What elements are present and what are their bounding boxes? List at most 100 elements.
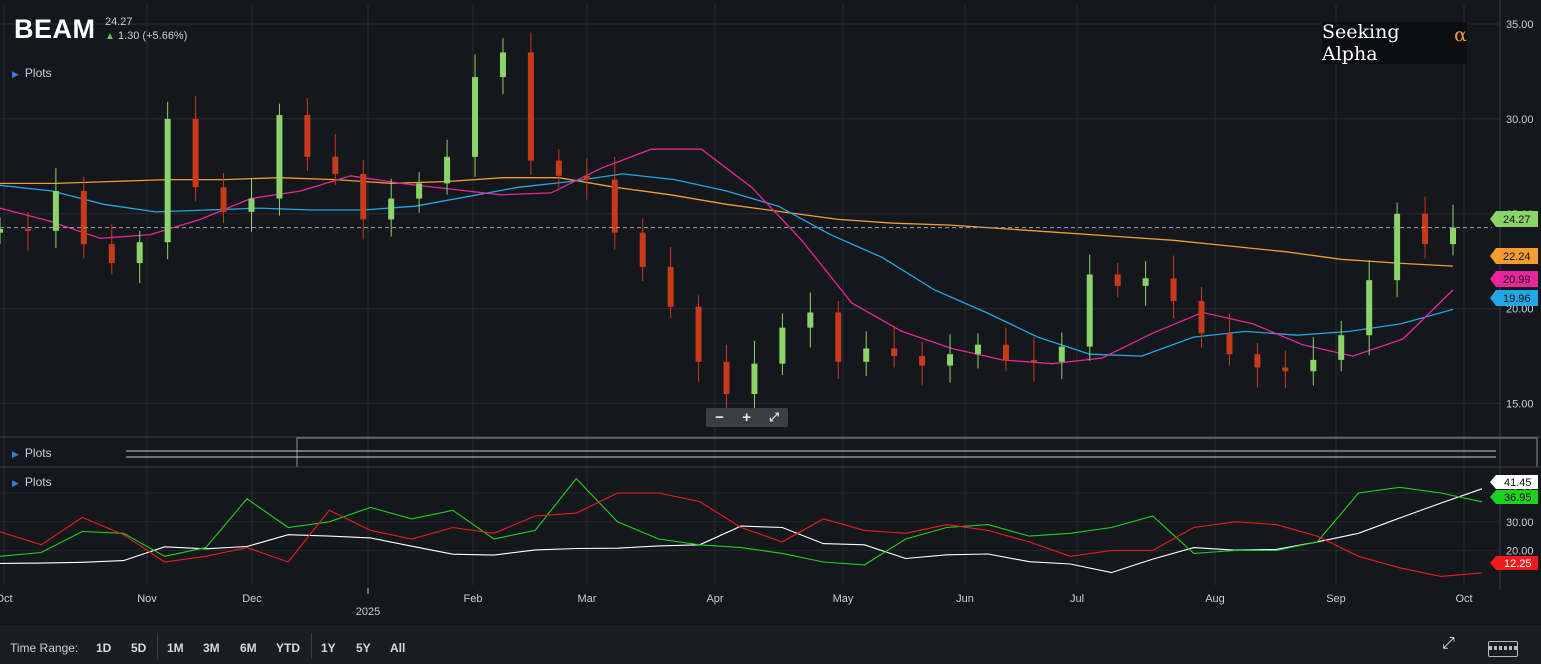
- candle-body: [276, 115, 283, 199]
- zoom-out-button[interactable]: −: [715, 409, 724, 426]
- up-arrow-icon: ▲: [105, 31, 115, 42]
- candle-body: [863, 348, 870, 362]
- candle-body: [1226, 333, 1233, 355]
- candle-body: [1394, 213, 1401, 281]
- y-tick-label: 30.00: [1506, 517, 1534, 529]
- candle-body: [444, 156, 451, 184]
- y-tick-label: 30.00: [1506, 114, 1534, 126]
- x-tick-label: Feb: [464, 593, 483, 605]
- moving-average-line: [0, 148, 1454, 365]
- moving-average-line: [0, 177, 1454, 267]
- price-marker-label: 20.99: [1503, 274, 1531, 286]
- candle-body: [1254, 354, 1261, 368]
- candle-body: [779, 327, 786, 364]
- candle-body: [1310, 359, 1317, 372]
- indicator-panel-frame: [296, 437, 1538, 468]
- last-price: 24.27: [105, 16, 133, 28]
- candle-body: [52, 190, 59, 231]
- candle-body: [695, 306, 702, 362]
- price-change: ▲ 1.30 (+5.66%): [105, 30, 187, 42]
- candle-body: [304, 115, 311, 157]
- keyboard-icon[interactable]: [1488, 641, 1518, 657]
- range-button-ytd[interactable]: YTD: [276, 641, 300, 655]
- triangle-right-icon: ▶: [12, 478, 19, 488]
- candle-body: [919, 356, 926, 366]
- x-tick-label: Oct: [1455, 593, 1472, 605]
- divider: [157, 633, 158, 659]
- oscillator-line: [0, 488, 1483, 574]
- moving-average-line: [0, 173, 1454, 357]
- price-marker-label: 19.96: [1503, 293, 1531, 305]
- divider: [311, 633, 312, 659]
- y-tick-label: 15.00: [1506, 399, 1534, 411]
- price-marker: [1490, 211, 1538, 227]
- candle-body: [499, 52, 506, 78]
- oscillator-line: [0, 477, 1483, 566]
- candle-body: [164, 118, 171, 243]
- plots-toggle-middle[interactable]: ▶ Plots: [12, 446, 52, 460]
- candle-body: [891, 348, 898, 357]
- plots-toggle-main[interactable]: ▶ Plots: [12, 66, 52, 80]
- candle-body: [1422, 213, 1429, 245]
- x-tick-label: May: [833, 593, 854, 605]
- oscillator-marker: [1490, 556, 1538, 570]
- x-tick-label: Mar: [578, 593, 597, 605]
- range-button-3m[interactable]: 3M: [203, 641, 220, 655]
- range-button-5d[interactable]: 5D: [131, 641, 147, 655]
- oscillator-marker: [1490, 475, 1538, 489]
- candle-body: [583, 175, 590, 180]
- candle-body: [639, 232, 646, 267]
- y-tick-label: 35.00: [1506, 19, 1534, 31]
- oscillator-marker-label: 12.25: [1504, 558, 1532, 570]
- range-button-all[interactable]: All: [390, 641, 406, 655]
- candle-body: [220, 187, 227, 212]
- candle-body: [1030, 359, 1037, 362]
- plots-toggle-label: Plots: [24, 446, 52, 460]
- candle-body: [807, 312, 814, 328]
- fullscreen-icon[interactable]: ⤢: [1442, 635, 1455, 652]
- candle-body: [1058, 346, 1065, 362]
- candle-body: [416, 183, 423, 199]
- candle-body: [1114, 274, 1121, 286]
- candle-body: [80, 190, 87, 245]
- candle-body: [108, 244, 115, 264]
- range-button-6m[interactable]: 6M: [240, 641, 257, 655]
- candle-body: [751, 363, 758, 395]
- x-year-label: 2025: [356, 606, 380, 618]
- price-marker: [1490, 271, 1538, 287]
- triangle-right-icon: ▶: [12, 69, 19, 79]
- candle-body: [1338, 335, 1345, 360]
- candle-body: [1142, 278, 1149, 286]
- brand-alpha: α: [1454, 24, 1467, 46]
- candle-body: [1450, 227, 1456, 245]
- price-marker-label: 24.27: [1503, 214, 1531, 226]
- chart-area: 15.0020.0025.0030.0035.0020.0030.0040.00…: [0, 0, 1541, 618]
- x-tick-label: Jun: [956, 593, 974, 605]
- x-tick-label: Apr: [706, 593, 723, 605]
- zoom-in-button[interactable]: +: [742, 409, 751, 426]
- range-button-1d[interactable]: 1D: [96, 641, 112, 655]
- candle-body: [835, 312, 842, 362]
- plots-toggle-label: Plots: [24, 66, 52, 80]
- candle-body: [248, 198, 255, 212]
- candle-body: [723, 361, 730, 395]
- oscillator-marker-label: 41.45: [1504, 477, 1532, 489]
- expand-icon[interactable]: ⤢: [769, 410, 779, 424]
- x-tick-label: Nov: [137, 593, 157, 605]
- x-tick-label: Oct: [0, 593, 13, 605]
- x-tick-label: Jul: [1070, 593, 1084, 605]
- candle-body: [555, 160, 562, 176]
- brand-name: Seeking Alpha: [1322, 21, 1400, 65]
- range-button-5y[interactable]: 5Y: [356, 641, 371, 655]
- triangle-right-icon: ▶: [12, 449, 19, 459]
- range-button-1y[interactable]: 1Y: [321, 641, 336, 655]
- plots-toggle-lower[interactable]: ▶ Plots: [12, 475, 52, 489]
- ticker-symbol: BEAM: [14, 14, 96, 44]
- candle-body: [947, 354, 954, 366]
- candle-body: [527, 52, 534, 161]
- candle-body: [667, 266, 674, 307]
- candle-body: [1366, 280, 1373, 336]
- range-button-1m[interactable]: 1M: [167, 641, 184, 655]
- plots-toggle-label: Plots: [24, 475, 52, 489]
- y-tick-label: 20.00: [1506, 546, 1534, 558]
